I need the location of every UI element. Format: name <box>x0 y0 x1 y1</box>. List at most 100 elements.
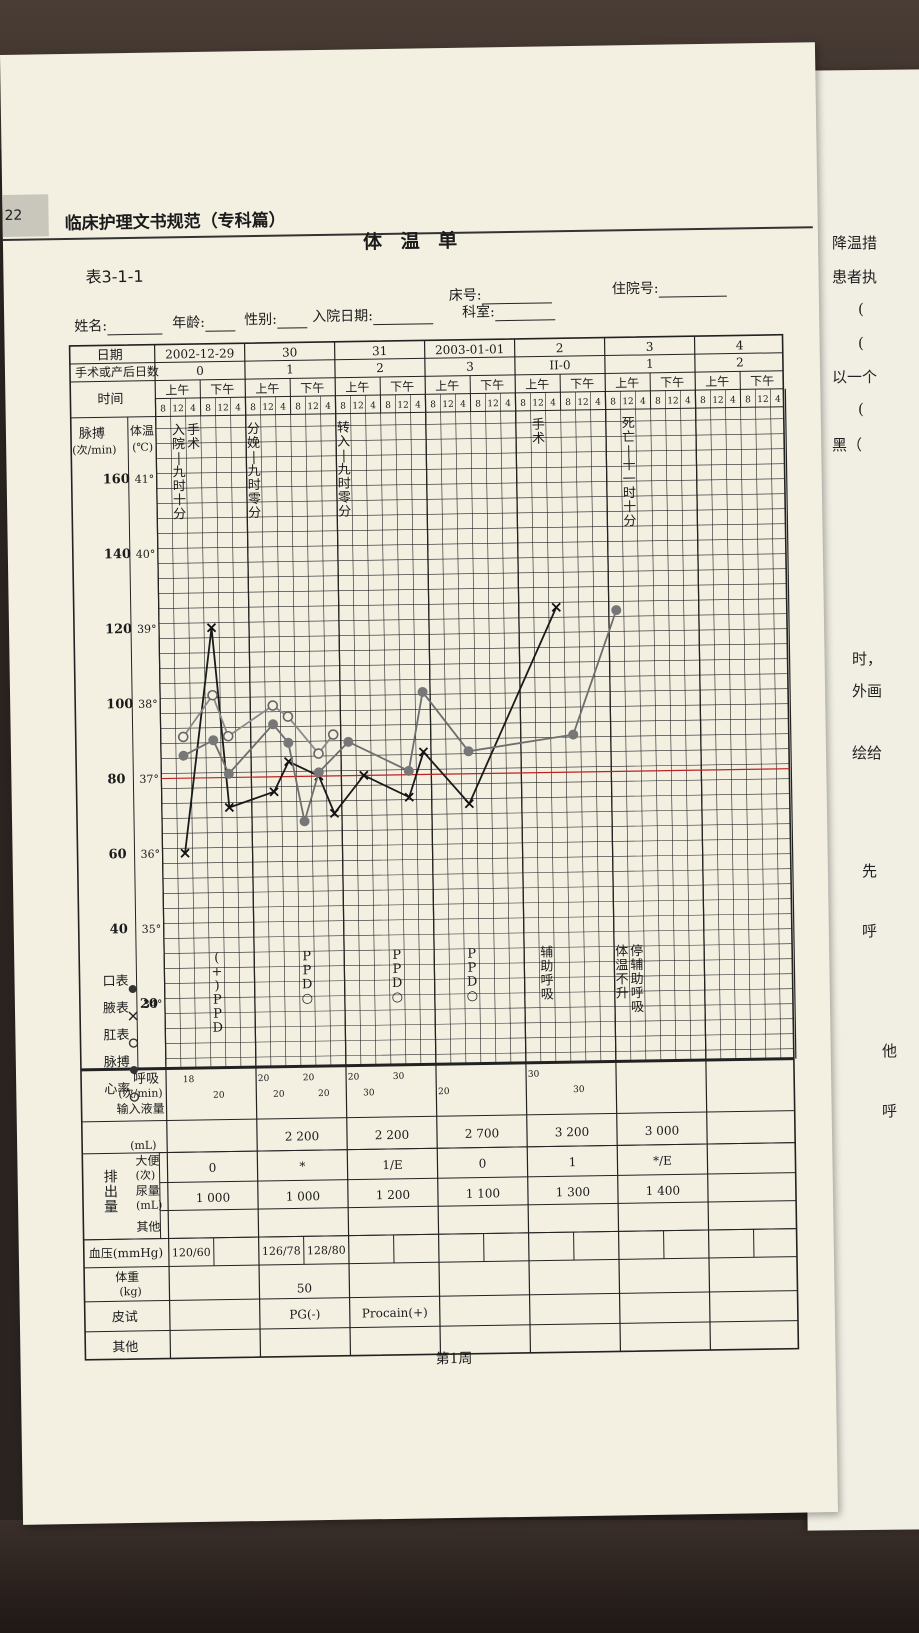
chart-grid: 日期手术或产后日数时间脉搏(次/min)体温(℃)呼吸(次/min)输入液量(m… <box>68 333 800 1361</box>
time-slot-3-0: 8 <box>430 400 436 410</box>
event-mid-4-char: 吸 <box>541 987 554 1002</box>
form-frame <box>68 333 800 1361</box>
label-pulse-head: 脉搏 <box>79 425 105 441</box>
label-weight: 体重 <box>115 1270 139 1284</box>
time-slot-6-2: 4 <box>730 395 736 405</box>
slot-line-32 <box>635 391 647 1061</box>
event-top-5-char: 时 <box>623 486 636 501</box>
slot-line-34 <box>665 390 677 1061</box>
label-intake-unit: (mL) <box>130 1139 157 1152</box>
day-intake-4: 3 200 <box>555 1125 590 1140</box>
day-stool-4: 1 <box>569 1155 577 1169</box>
series-1-point-12 <box>611 605 622 616</box>
time-slot-3-2: 4 <box>460 400 466 410</box>
slot-line-16 <box>395 394 407 1065</box>
day-skin-2: Procain(+) <box>362 1305 428 1320</box>
label-stool-unit: (次) <box>135 1168 155 1182</box>
resp-value-8: 30 <box>393 1072 405 1082</box>
plot-hline-6 <box>157 508 786 519</box>
event-top-2-char: 娩 <box>247 436 260 451</box>
label-urine-unit: (mL) <box>136 1199 163 1212</box>
day-date-4: 2 <box>556 341 564 355</box>
row-line-stool <box>159 1142 796 1154</box>
desk-background-bottom <box>0 1520 919 1633</box>
day-intake-2: 2 200 <box>375 1128 410 1143</box>
row-line-1 <box>70 370 784 383</box>
plot-hline-35 <box>164 943 793 954</box>
event-top-1: 手术 <box>187 423 200 452</box>
label-other-out: 其他 <box>136 1220 160 1234</box>
event-top-4-char: 手 <box>532 417 545 432</box>
label-date: 日期 <box>97 348 123 363</box>
pulse-tick-1: 140 <box>104 547 131 562</box>
series-2-point-6 <box>327 729 339 740</box>
pulse-tick-4: 80 <box>107 772 125 787</box>
series-1-point-10 <box>463 746 474 757</box>
day-op-1: 1 <box>286 362 294 376</box>
event-mid-3: PPD○ <box>467 947 479 1004</box>
event-mid-4-char: 助 <box>540 959 553 974</box>
plot-hline-40 <box>165 1018 794 1029</box>
slot-line-24 <box>514 392 527 1063</box>
row-line-otherout <box>160 1200 797 1212</box>
time-slot-1-4: 12 <box>307 402 319 412</box>
plot-hline-21 <box>160 733 789 744</box>
legend-label-4: 心率 <box>104 1081 130 1097</box>
slot-line-30 <box>604 391 617 1062</box>
plot-hline-3 <box>156 463 785 474</box>
temp-tick-6: 35° <box>142 923 162 936</box>
day-am-1: 上午 <box>255 382 279 396</box>
event-mid-4-char: 辅 <box>540 945 553 960</box>
slot-line-25 <box>530 392 542 1063</box>
plot-hline-7 <box>157 523 786 534</box>
event-top-0-char: 九 <box>172 465 185 480</box>
resp-value-5: 20 <box>318 1089 330 1099</box>
plot-hline-38 <box>164 988 793 999</box>
plot-hline-15 <box>159 643 788 654</box>
day-urine-2: 1 200 <box>376 1188 411 1203</box>
time-slot-4-2: 4 <box>550 398 556 408</box>
series-0-point-10 <box>464 799 475 809</box>
event-top-2-char: 时 <box>248 478 261 493</box>
event-top-1-char: 手 <box>187 423 200 438</box>
slot-line-39 <box>740 389 752 1060</box>
temperature-chart-form: 日期手术或产后日数时间脉搏(次/min)体温(℃)呼吸(次/min)输入液量(m… <box>68 333 800 1361</box>
series-0-point-1 <box>206 623 217 633</box>
plot-hline-1 <box>156 433 785 444</box>
event-top-2-char: 九 <box>247 464 260 479</box>
label-pulse-unit: (次/min) <box>72 442 117 457</box>
temp-tick-7: 34° <box>143 998 163 1011</box>
label-intake: 输入液量 <box>116 1101 164 1117</box>
label-output: 排出量 <box>104 1169 119 1215</box>
event-top-3-char: 零 <box>338 491 351 506</box>
label-stool: 大便 <box>135 1154 159 1168</box>
legend-marker-1 <box>128 1011 138 1021</box>
day-intake-5: 3 000 <box>645 1123 680 1138</box>
slot-line-20 <box>455 393 467 1064</box>
plot-hline-8 <box>157 538 786 549</box>
plot-hline-9 <box>158 553 786 564</box>
time-slot-4-1: 12 <box>532 399 544 409</box>
slot-line-2 <box>185 398 197 1069</box>
event-top-0-char: 十 <box>173 493 186 508</box>
series-1-point-7 <box>343 736 354 747</box>
series-2-point-4 <box>282 711 294 722</box>
slot-line-10 <box>305 396 317 1067</box>
chart-series <box>177 602 622 858</box>
plot-hline-41 <box>165 1033 794 1044</box>
plot-hline-24 <box>161 778 790 789</box>
plot-hline-4 <box>156 478 785 489</box>
event-top-3-char: 入 <box>337 435 350 450</box>
legend-marker-0 <box>128 985 137 994</box>
plot-hline-34 <box>163 928 792 939</box>
day-am-3: 上午 <box>435 379 459 393</box>
facing-text-3: ( <box>858 334 864 352</box>
event-top-5-char: 十 <box>623 500 636 515</box>
slot-line-37 <box>710 389 722 1060</box>
event-top-2-char: 零 <box>248 492 261 507</box>
plot-hline-17 <box>159 673 788 684</box>
day-am-2: 上午 <box>345 380 369 394</box>
